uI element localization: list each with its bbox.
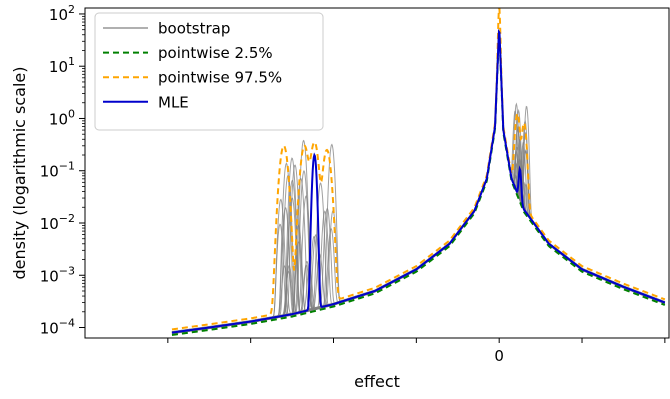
y-tick-label: 100 <box>49 107 75 128</box>
y-tick-label: 101 <box>49 55 75 76</box>
mle-line <box>171 28 666 334</box>
legend-label: pointwise 97.5% <box>158 69 282 87</box>
y-axis: 10−4 10−3 10−2 10−1 100 101 102 <box>40 3 85 338</box>
x-axis-label: effect <box>354 372 400 391</box>
y-axis-label: density (logarithmic scale) <box>10 66 29 279</box>
legend-label: bootstrap <box>158 20 230 38</box>
x-tick-label: 0 <box>494 347 504 365</box>
series-layer <box>171 8 666 336</box>
x-axis: 0 <box>167 338 666 365</box>
legend-label: pointwise 2.5% <box>158 44 273 62</box>
legend-label: MLE <box>158 93 189 111</box>
y-tick-label: 102 <box>49 3 75 24</box>
y-tick-label: 10−1 <box>40 160 75 181</box>
y-tick-label: 10−2 <box>40 212 75 233</box>
pointwise-97-5-line <box>171 8 666 331</box>
legend: bootstrap pointwise 2.5% pointwise 97.5% ML… <box>94 12 324 131</box>
pointwise-2-5-line <box>171 31 666 336</box>
y-tick-label: 10−3 <box>40 264 75 285</box>
y-tick-label: 10−4 <box>40 317 75 338</box>
legend-box <box>94 12 324 131</box>
